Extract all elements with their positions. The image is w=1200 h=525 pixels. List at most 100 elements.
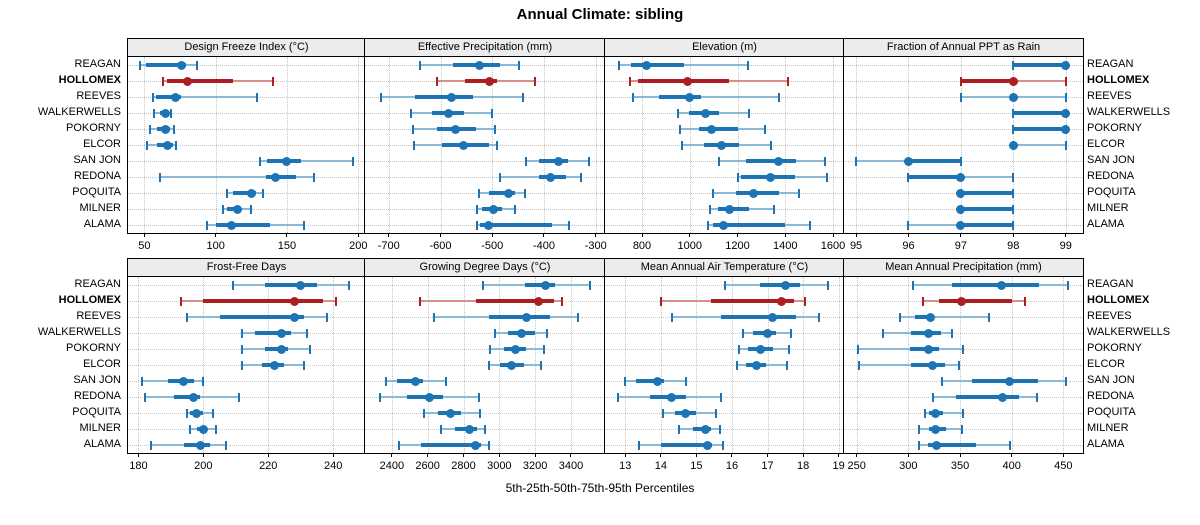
panel-7: Mean Annual Air Temperature (°C) 13 14 15 16… — [604, 258, 845, 472]
axis-tick — [737, 233, 738, 237]
iqr-bar — [265, 347, 288, 351]
gridline-horizontal — [365, 381, 605, 382]
cap-95th — [313, 173, 316, 182]
median-dot — [289, 297, 299, 306]
axis-tick — [286, 233, 288, 237]
axis-tick-label: 250 — [847, 460, 866, 472]
axis-tick — [959, 453, 961, 457]
median-dot — [667, 393, 676, 402]
cap-5th — [712, 189, 715, 198]
median-dot — [276, 345, 286, 354]
percentile-glyph-elcor — [844, 57, 1083, 233]
cap-5th — [741, 329, 744, 338]
gridline-vertical — [642, 57, 643, 233]
axis-tick — [595, 233, 597, 237]
median-dot — [777, 297, 787, 306]
station-label-left: ELCOR — [83, 138, 121, 150]
iqr-bar — [699, 127, 738, 131]
median-dot — [226, 221, 236, 230]
median-dot — [748, 189, 758, 198]
percentile-glyph-walkerwells — [365, 277, 605, 453]
iqr-bar — [539, 159, 569, 163]
axis-tick-label: 1000 — [677, 240, 702, 252]
cap-95th — [786, 361, 789, 370]
gridline-horizontal — [128, 145, 365, 146]
median-dot — [195, 441, 205, 450]
axis-tick — [907, 453, 909, 457]
percentile-glyph-redona — [128, 277, 365, 453]
cap-95th — [173, 125, 176, 134]
median-dot — [930, 409, 940, 418]
percentile-glyph-milner — [365, 277, 605, 453]
cap-5th — [857, 361, 860, 370]
cap-5th — [932, 393, 935, 402]
cap-5th — [143, 393, 146, 402]
gridline-horizontal — [128, 397, 365, 398]
percentile-glyph-san-jon — [128, 277, 365, 453]
cap-5th — [856, 345, 859, 354]
cap-5th — [489, 345, 492, 354]
axis-tick-label: 2800 — [451, 460, 476, 472]
median-dot — [546, 173, 556, 182]
percentile-glyph-reeves — [844, 277, 1083, 453]
median-dot — [161, 125, 171, 134]
cap-5th — [661, 409, 664, 418]
axis-tick — [440, 233, 442, 237]
cap-5th — [477, 189, 480, 198]
percentile-glyph-walkerwells — [365, 57, 605, 233]
cap-5th — [475, 221, 478, 230]
iqr-bar — [1013, 63, 1066, 67]
percentile-glyph-poquita — [128, 277, 365, 453]
gridline-horizontal — [844, 429, 1083, 430]
median-dot — [1005, 377, 1015, 386]
cap-5th — [226, 189, 229, 198]
iqr-bar — [464, 79, 498, 83]
station-label-right: SAN JON — [1087, 154, 1135, 166]
cap-95th — [961, 425, 964, 434]
cap-95th — [174, 141, 177, 150]
median-dot — [270, 361, 280, 370]
percentile-glyph-hollomex — [605, 57, 844, 233]
cap-5th — [499, 173, 501, 182]
cap-95th — [773, 205, 776, 214]
station-label-right: POQUITA — [1087, 186, 1136, 198]
iqr-bar — [167, 79, 233, 83]
gridline-horizontal — [844, 145, 1083, 146]
panel-strip-title: Design Freeze Index (°C) — [128, 39, 365, 57]
percentile-glyph-redona — [844, 277, 1083, 453]
axis-tick — [543, 233, 545, 237]
cap-5th — [189, 425, 192, 434]
panel-strip-title: Effective Precipitation (mm) — [365, 39, 605, 57]
median-dot — [192, 409, 202, 418]
iqr-bar — [760, 283, 800, 287]
station-label-right: HOLLOMEX — [1087, 294, 1150, 306]
cap-95th — [302, 361, 305, 370]
percentile-glyph-milner — [365, 57, 605, 233]
cap-5th — [241, 361, 244, 370]
percentile-glyph-alama — [844, 277, 1083, 453]
cap-95th — [477, 393, 480, 402]
iqr-bar — [908, 175, 961, 179]
median-dot — [685, 93, 695, 102]
axis-tick-label: 3200 — [522, 460, 548, 472]
iqr-bar — [972, 379, 1038, 383]
gridline-vertical — [960, 57, 962, 233]
median-dot — [930, 425, 940, 434]
axis-tick-label: 1200 — [725, 240, 750, 252]
cap-95th — [778, 93, 781, 102]
panel-5: Frost-Free Days 180 200 220 240 — [127, 258, 366, 472]
percentile-glyph-milner — [605, 277, 844, 453]
axis-tick — [491, 233, 493, 237]
percentile-glyph-reeves — [365, 277, 605, 453]
iqr-bar — [155, 95, 182, 99]
median-dot — [706, 125, 716, 134]
station-label-left: POKORNY — [65, 122, 121, 134]
gridline-horizontal — [844, 333, 1083, 334]
iqr-bar — [489, 191, 515, 195]
median-dot — [927, 361, 937, 370]
cap-5th — [398, 441, 401, 450]
gridline-horizontal — [844, 129, 1083, 130]
cap-95th — [959, 157, 962, 166]
iqr-bar — [939, 299, 1012, 303]
